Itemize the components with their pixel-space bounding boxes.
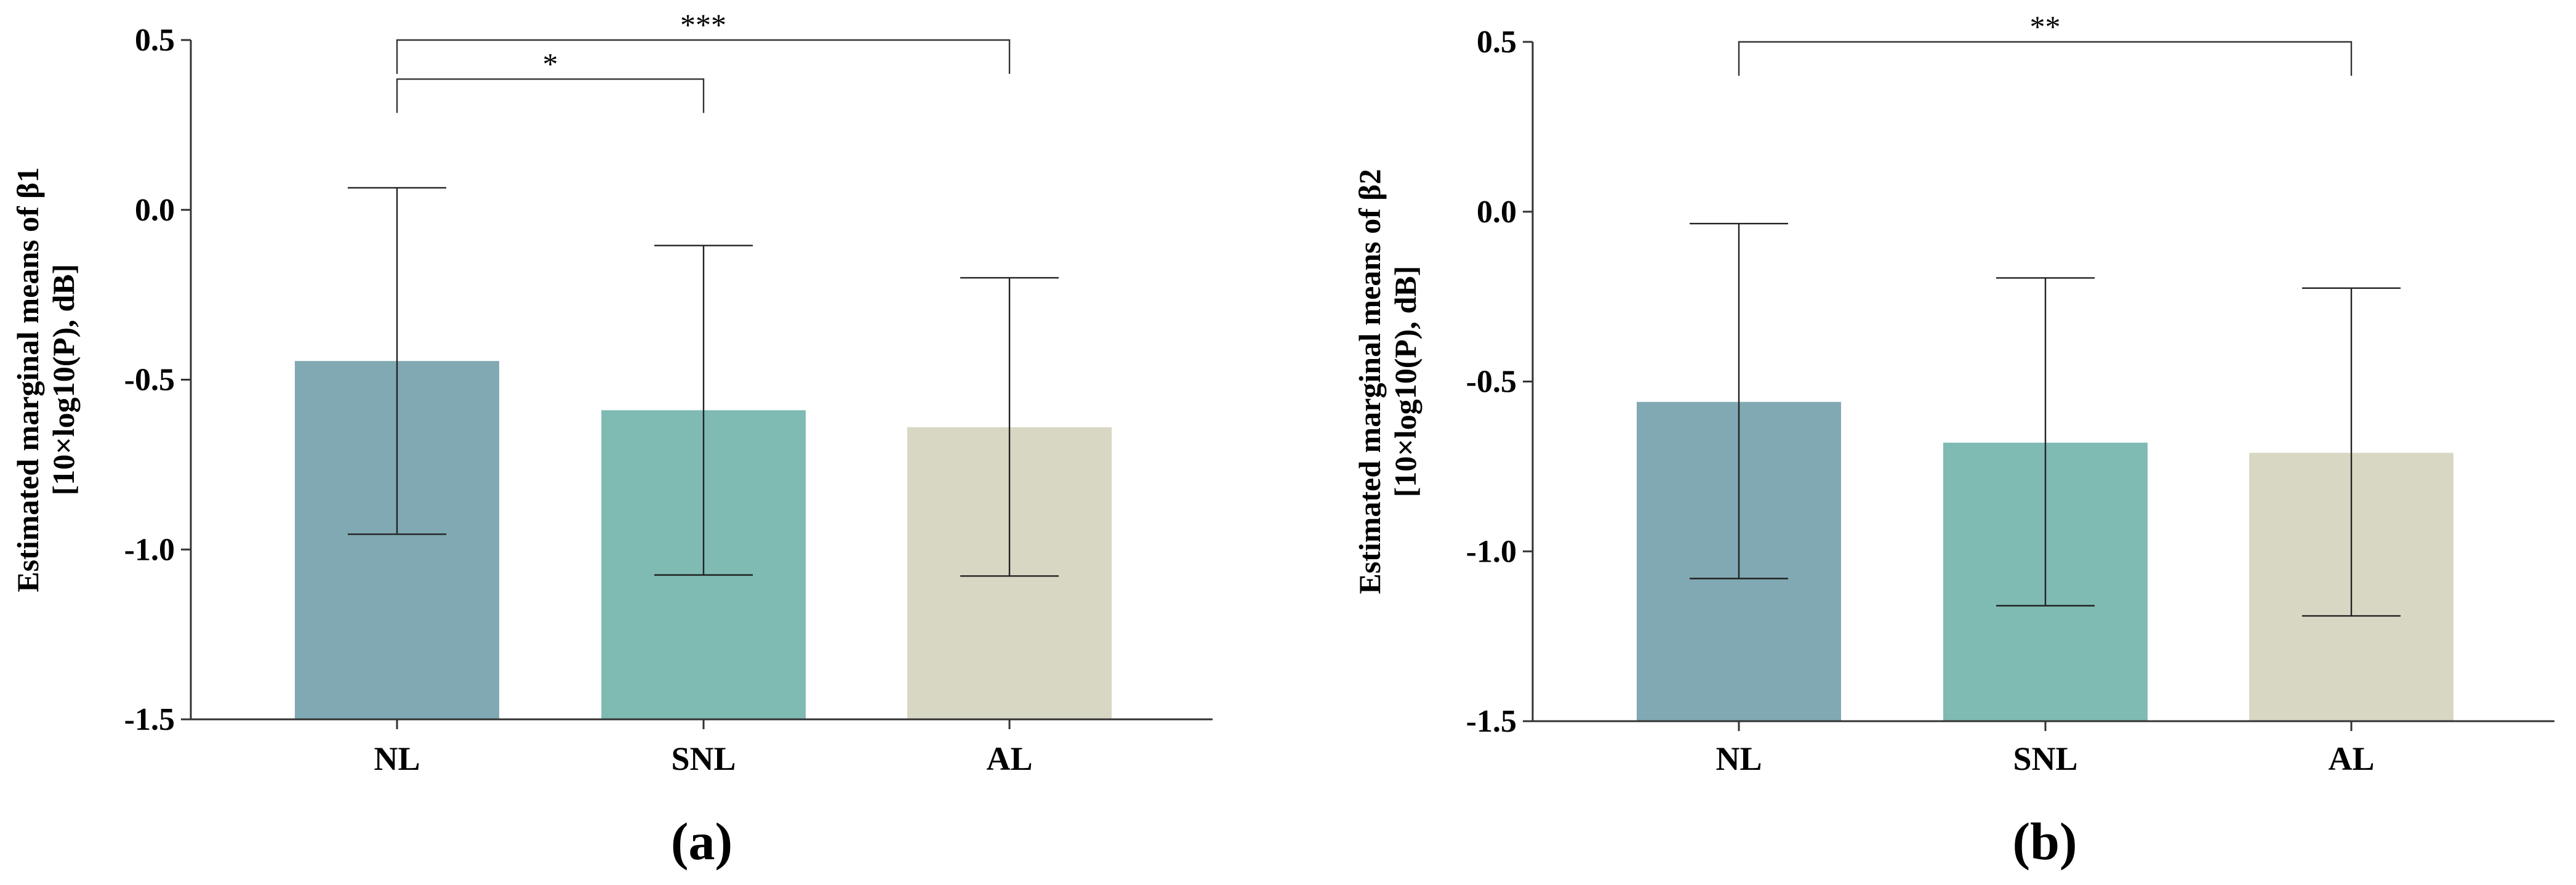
significance-label: *** [680, 7, 726, 42]
y-tick-label: -0.5 [124, 363, 175, 398]
chart-panel-b: 0.5 0.0 -0.5 -1.0 -1.5 NL SNL AL Estimated margi… [1352, 9, 2554, 871]
y-tick-label: 0.0 [135, 193, 175, 228]
x-tick-label-nl: NL [1715, 740, 1762, 777]
y-axis-title-line2: [10×log10(P), dB] [1388, 266, 1422, 498]
y-tick-label: -1.0 [124, 532, 175, 567]
error-bar-al [960, 277, 1059, 577]
error-bar-nl [1690, 222, 1788, 580]
panel-label: (a) [671, 812, 732, 871]
x-tick-label-al: AL [986, 740, 1032, 777]
significance-bracket: * [396, 46, 705, 113]
x-tick-label-snl: SNL [671, 740, 736, 777]
significance-label: ** [2030, 9, 2061, 44]
x-tick-label-nl: NL [374, 740, 420, 777]
error-bar-snl [654, 244, 753, 576]
significance-bracket: *** [396, 7, 1011, 74]
y-axis-title: Estimated marginal means of β1[10×log10(… [10, 167, 81, 592]
significance-label: * [543, 46, 558, 81]
y-axis-title-line1: Estimated marginal means of β2 [1352, 169, 1387, 594]
error-bar-snl [1996, 277, 2095, 607]
y-axis-title-line1: Estimated marginal means of β1 [10, 167, 45, 592]
y-tick-label: -1.5 [1466, 704, 1517, 739]
error-bar-al [2302, 287, 2401, 617]
x-tick-label-al: AL [2328, 740, 2374, 777]
significance-bracket: ** [1738, 9, 2353, 76]
panel-label: (b) [2012, 812, 2077, 871]
y-axis-title-line2: [10×log10(P), dB] [46, 264, 81, 496]
error-bar-nl [348, 187, 446, 535]
y-tick-label: -1.5 [124, 702, 175, 737]
y-tick-label: 0.5 [135, 23, 175, 58]
y-tick-label: 0.5 [1477, 25, 1517, 60]
y-tick-label: 0.0 [1477, 195, 1517, 230]
y-tick-label: -0.5 [1466, 365, 1517, 400]
y-axis-title: Estimated marginal means of β2[10×log10(… [1352, 169, 1422, 594]
chart-panel-a: 0.5 0.0 -0.5 -1.0 -1.5 NL SNL AL Estimated margi… [10, 7, 1213, 871]
x-tick-label-snl: SNL [2013, 740, 2077, 777]
y-tick-label: -1.0 [1466, 534, 1517, 569]
